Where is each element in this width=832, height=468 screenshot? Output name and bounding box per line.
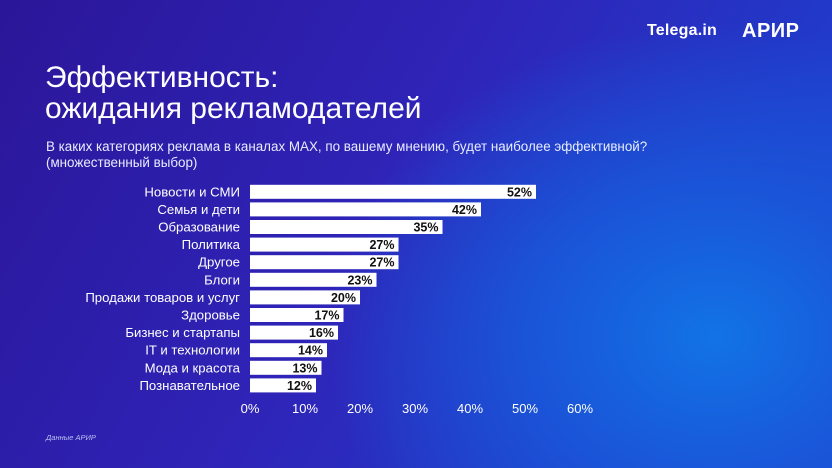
bar bbox=[250, 202, 481, 217]
category-label: Продажи товаров и услуг bbox=[85, 290, 240, 305]
category-label: Новости и СМИ bbox=[144, 184, 240, 199]
bar bbox=[250, 360, 322, 375]
bar bbox=[250, 184, 536, 199]
bar bbox=[250, 255, 399, 270]
value-label: 23% bbox=[347, 273, 372, 287]
x-tick-label: 10% bbox=[292, 401, 318, 416]
bar bbox=[250, 343, 327, 358]
value-label: 35% bbox=[413, 221, 438, 235]
category-label: Образование bbox=[158, 220, 240, 235]
bar bbox=[250, 308, 344, 322]
value-label: 42% bbox=[452, 203, 477, 217]
category-label: Другое bbox=[198, 255, 240, 270]
page-title: Эффективность: ожидания рекламодателей bbox=[45, 62, 422, 124]
x-tick-label: 40% bbox=[457, 401, 483, 416]
value-label: 27% bbox=[369, 256, 394, 270]
question-subtitle: В каких категориях реклама в каналах MAX… bbox=[46, 139, 806, 171]
category-label: Здоровье bbox=[181, 308, 240, 323]
value-label: 16% bbox=[309, 326, 334, 340]
x-tick-label: 30% bbox=[402, 401, 428, 416]
bar bbox=[250, 237, 399, 252]
value-label: 12% bbox=[287, 379, 312, 393]
value-label: 27% bbox=[369, 238, 394, 252]
category-label: Семья и дети bbox=[157, 202, 240, 217]
bar bbox=[250, 325, 338, 340]
subtitle-line-1: В каких категориях реклама в каналах MAX… bbox=[46, 139, 648, 154]
category-label: IT и технологии bbox=[145, 343, 240, 358]
value-label: 14% bbox=[298, 344, 323, 358]
category-label: Политика bbox=[182, 237, 241, 252]
title-line-2: ожидания рекламодателей bbox=[45, 92, 422, 125]
bar bbox=[250, 220, 443, 234]
category-label: Познавательное bbox=[139, 378, 240, 393]
x-tick-label: 60% bbox=[567, 401, 593, 416]
x-tick-label: 50% bbox=[512, 401, 538, 416]
telega-logo: Telega.in bbox=[647, 22, 717, 39]
subtitle-line-2: (множественный выбор) bbox=[46, 155, 198, 170]
value-label: 20% bbox=[331, 291, 356, 305]
bar bbox=[250, 290, 360, 305]
x-tick-label: 20% bbox=[347, 401, 373, 416]
category-label: Мода и красота bbox=[145, 360, 241, 375]
bar bbox=[250, 378, 316, 393]
bar bbox=[250, 272, 377, 287]
arir-logo: АРИР bbox=[742, 20, 800, 42]
value-label: 52% bbox=[507, 185, 532, 199]
title-line-1: Эффективность: bbox=[45, 61, 279, 94]
x-tick-label: 0% bbox=[241, 401, 260, 416]
category-label: Бизнес и стартапы bbox=[125, 325, 240, 340]
source-footnote: Данные АРИР bbox=[46, 433, 96, 442]
category-label: Блоги bbox=[204, 272, 240, 287]
value-label: 13% bbox=[292, 361, 317, 375]
value-label: 17% bbox=[314, 309, 339, 323]
